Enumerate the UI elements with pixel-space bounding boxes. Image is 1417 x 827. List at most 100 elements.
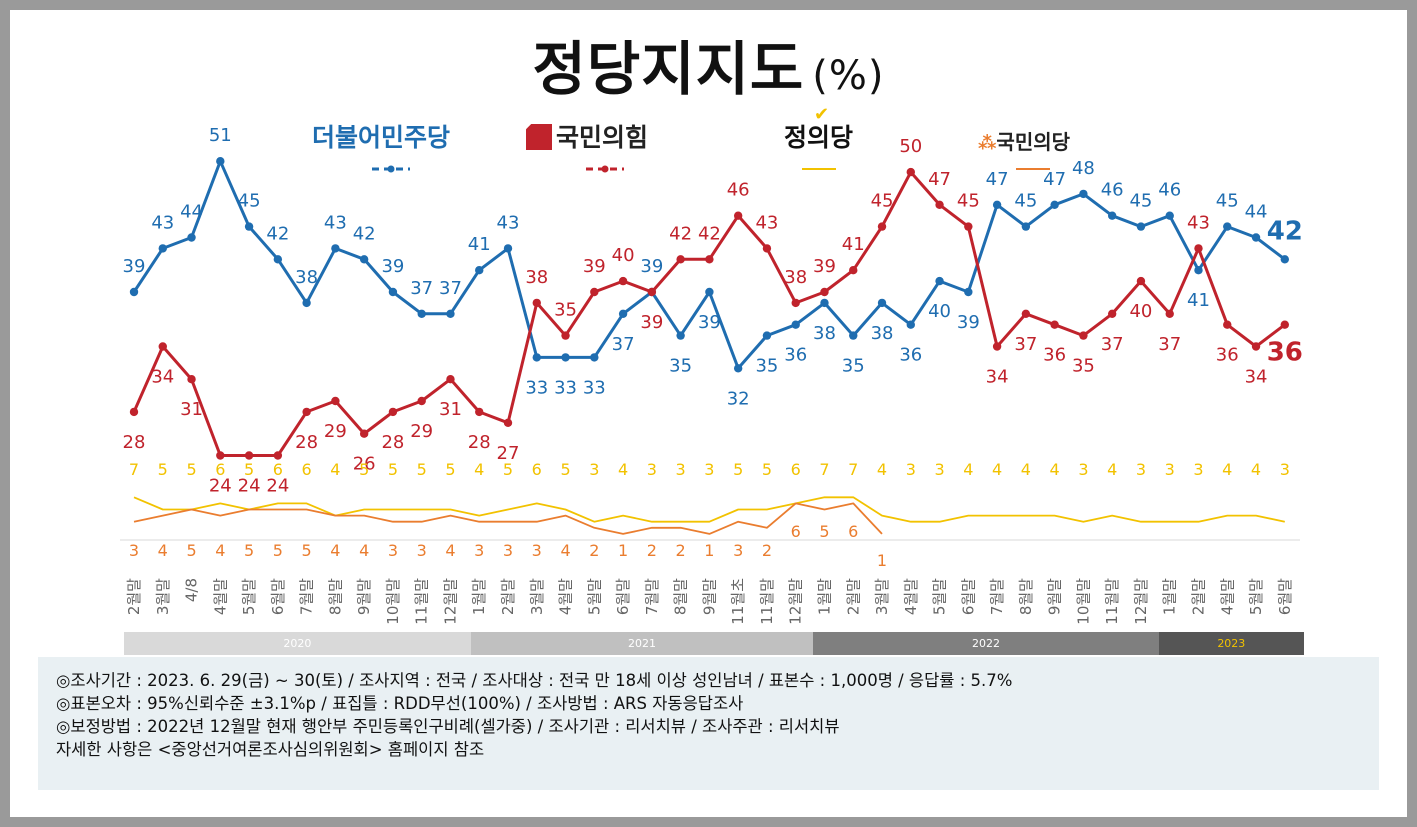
data-label-ppp: 26 bbox=[353, 454, 376, 475]
data-label-justice: 4 bbox=[1021, 460, 1031, 479]
data-label-justice: 4 bbox=[330, 460, 340, 479]
data-label-democratic: 37 bbox=[439, 278, 462, 299]
data-label-justice: 3 bbox=[1193, 460, 1203, 479]
x-tick-label: 4/8 bbox=[183, 578, 201, 602]
x-tick-label: 11월말 bbox=[1103, 578, 1121, 625]
data-label-ppp: 36 bbox=[1216, 345, 1239, 366]
point-ppp bbox=[1021, 309, 1031, 318]
data-label-ppp: 34 bbox=[1245, 367, 1268, 388]
data-label-ppp: 40 bbox=[1129, 301, 1152, 322]
point-democratic bbox=[618, 309, 628, 318]
data-label-justice: 5 bbox=[762, 460, 772, 479]
point-democratic bbox=[705, 287, 714, 297]
data-label-peoples: 3 bbox=[388, 541, 398, 560]
point-democratic bbox=[877, 298, 887, 308]
year-segment-2020: 2020 bbox=[124, 632, 471, 655]
point-ppp bbox=[676, 255, 685, 264]
data-label-democratic: 38 bbox=[295, 267, 318, 288]
data-label-peoples: 3 bbox=[503, 541, 513, 560]
data-label-ppp: 39 bbox=[640, 312, 663, 333]
data-label-democratic: 38 bbox=[813, 323, 836, 344]
x-tick-label: 11월초 bbox=[729, 578, 747, 625]
x-tick-label: 1월말 bbox=[1161, 578, 1179, 615]
data-label-peoples: 4 bbox=[330, 541, 340, 560]
data-label-ppp: 28 bbox=[295, 432, 318, 453]
x-tick-label: 9월말 bbox=[700, 578, 718, 615]
point-democratic bbox=[906, 320, 915, 329]
data-label-justice: 3 bbox=[1165, 460, 1175, 479]
point-democratic bbox=[503, 244, 513, 253]
point-democratic bbox=[532, 353, 541, 362]
data-label-ppp: 36 bbox=[1043, 345, 1066, 366]
data-label-ppp: 29 bbox=[410, 421, 433, 442]
data-label-democratic: 33 bbox=[583, 377, 606, 398]
data-label-ppp: 39 bbox=[813, 256, 836, 277]
data-label-democratic: 45 bbox=[1216, 191, 1239, 212]
data-label-democratic: 39 bbox=[123, 256, 146, 277]
point-ppp bbox=[187, 375, 196, 384]
data-label-ppp: 27 bbox=[497, 443, 520, 464]
data-label-justice: 3 bbox=[647, 460, 657, 479]
data-label-justice: 4 bbox=[618, 460, 628, 479]
point-democratic bbox=[1079, 189, 1088, 199]
point-democratic bbox=[1194, 266, 1203, 275]
point-democratic bbox=[129, 287, 139, 297]
point-ppp bbox=[129, 407, 139, 417]
x-tick-label: 4월말 bbox=[1218, 578, 1236, 615]
data-label-justice: 4 bbox=[1251, 460, 1261, 479]
x-tick-label: 4월말 bbox=[211, 578, 229, 615]
data-label-justice: 3 bbox=[1078, 460, 1088, 479]
data-label-peoples: 4 bbox=[158, 541, 168, 560]
data-label-ppp: 35 bbox=[554, 300, 577, 321]
data-label-peoples: 4 bbox=[560, 541, 570, 560]
data-label-peoples: 2 bbox=[647, 541, 657, 560]
data-label-justice: 3 bbox=[1136, 460, 1146, 479]
point-democratic bbox=[417, 309, 426, 318]
data-label-justice: 6 bbox=[215, 460, 225, 479]
data-label-ppp: 29 bbox=[324, 421, 347, 442]
data-label-peoples: 2 bbox=[762, 541, 772, 560]
data-label-peoples: 4 bbox=[215, 541, 225, 560]
x-tick-label: 2월말 bbox=[125, 578, 143, 615]
data-label-ppp: 43 bbox=[1187, 212, 1210, 233]
point-ppp bbox=[475, 407, 484, 417]
point-democratic bbox=[359, 255, 369, 264]
point-ppp bbox=[244, 451, 254, 460]
data-label-justice: 3 bbox=[704, 460, 714, 479]
data-label-democratic: 33 bbox=[554, 377, 577, 398]
point-ppp bbox=[1223, 320, 1232, 329]
data-label-peoples: 5 bbox=[302, 541, 312, 560]
data-label-justice: 4 bbox=[1107, 460, 1117, 479]
x-tick-label: 12월말 bbox=[441, 578, 459, 625]
point-ppp bbox=[1050, 320, 1059, 329]
data-label-justice: 3 bbox=[934, 460, 944, 479]
data-label-democratic: 43 bbox=[324, 212, 347, 233]
point-democratic bbox=[849, 331, 858, 340]
series-line-peoples bbox=[133, 502, 883, 535]
point-ppp bbox=[331, 396, 340, 406]
data-label-justice: 4 bbox=[474, 460, 484, 479]
data-label-democratic: 45 bbox=[1014, 191, 1037, 212]
legend-item-peoples: ⁂국민의당 bbox=[978, 126, 1070, 155]
data-label-ppp: 42 bbox=[669, 223, 692, 244]
legend-line-democratic bbox=[372, 165, 410, 173]
x-tick-label: 11월말 bbox=[413, 578, 431, 625]
x-tick-label: 7월말 bbox=[988, 578, 1006, 615]
data-label-democratic: 51 bbox=[209, 125, 232, 146]
data-label-peoples: 2 bbox=[676, 541, 686, 560]
point-democratic bbox=[791, 320, 800, 329]
point-ppp bbox=[388, 407, 398, 417]
data-label-ppp: 50 bbox=[899, 136, 922, 157]
data-label-democratic: 36 bbox=[784, 345, 807, 366]
point-democratic bbox=[331, 244, 340, 253]
data-label-justice: 6 bbox=[532, 460, 542, 479]
data-label-democratic: 45 bbox=[1129, 191, 1152, 212]
note-line: ◎보정방법 : 2022년 12월말 현재 행안부 주민등록인구비례(셀가중) … bbox=[56, 717, 840, 736]
point-ppp bbox=[849, 266, 858, 275]
data-label-democratic: 47 bbox=[986, 169, 1009, 190]
legend-label-democratic: 더불어민주당 bbox=[312, 123, 451, 152]
point-ppp bbox=[906, 167, 915, 177]
legend-item-ppp: 국민의힘 bbox=[526, 118, 648, 154]
x-tick-label: 9월말 bbox=[355, 578, 373, 615]
data-label-ppp: 38 bbox=[784, 267, 807, 288]
